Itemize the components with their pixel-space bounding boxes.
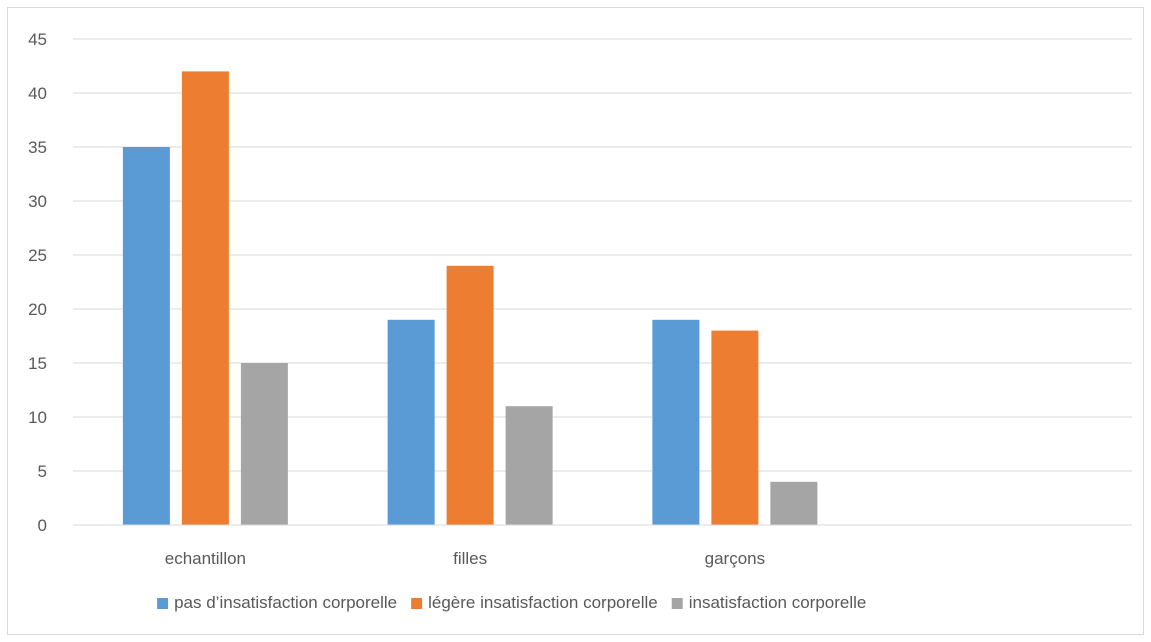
bar-0-0 — [122, 147, 170, 525]
x-category-label: echantillon — [165, 549, 246, 568]
bar-2-1 — [711, 330, 759, 525]
x-category-label: filles — [453, 549, 487, 568]
bar-2-2 — [770, 481, 818, 525]
gridlines — [73, 38, 1132, 472]
y-tick-label: 45 — [28, 30, 47, 49]
y-tick-label: 20 — [28, 300, 47, 319]
bar-1-0 — [387, 319, 435, 525]
y-tick-label: 30 — [28, 192, 47, 211]
legend: pas d’insatisfaction corporelle légère in… — [157, 593, 866, 612]
bar-0-1 — [181, 71, 229, 526]
y-tick-label: 0 — [38, 516, 47, 535]
y-tick-label: 40 — [28, 84, 47, 103]
chart-frame — [7, 7, 1144, 635]
y-tick-label: 10 — [28, 408, 47, 427]
y-tick-label: 25 — [28, 246, 47, 265]
y-tick-label: 5 — [38, 462, 47, 481]
legend-label: insatisfaction corporelle — [689, 593, 867, 612]
legend-label: pas d’insatisfaction corporelle — [174, 593, 397, 612]
x-category-label: garçons — [705, 549, 765, 568]
bars — [122, 71, 818, 526]
bar-2-0 — [652, 319, 700, 525]
axes: 0 5 10 15 20 25 30 35 40 45 echantillon filles garço… — [28, 30, 1132, 568]
bar-0-2 — [240, 363, 288, 525]
legend-swatch — [157, 598, 169, 609]
bar-1-1 — [446, 265, 494, 525]
y-tick-label: 35 — [28, 138, 47, 157]
legend-swatch — [671, 598, 683, 609]
legend-label: légère insatisfaction corporelle — [428, 593, 658, 612]
bar-1-2 — [505, 406, 553, 525]
legend-swatch — [411, 598, 423, 609]
y-tick-label: 15 — [28, 354, 47, 373]
